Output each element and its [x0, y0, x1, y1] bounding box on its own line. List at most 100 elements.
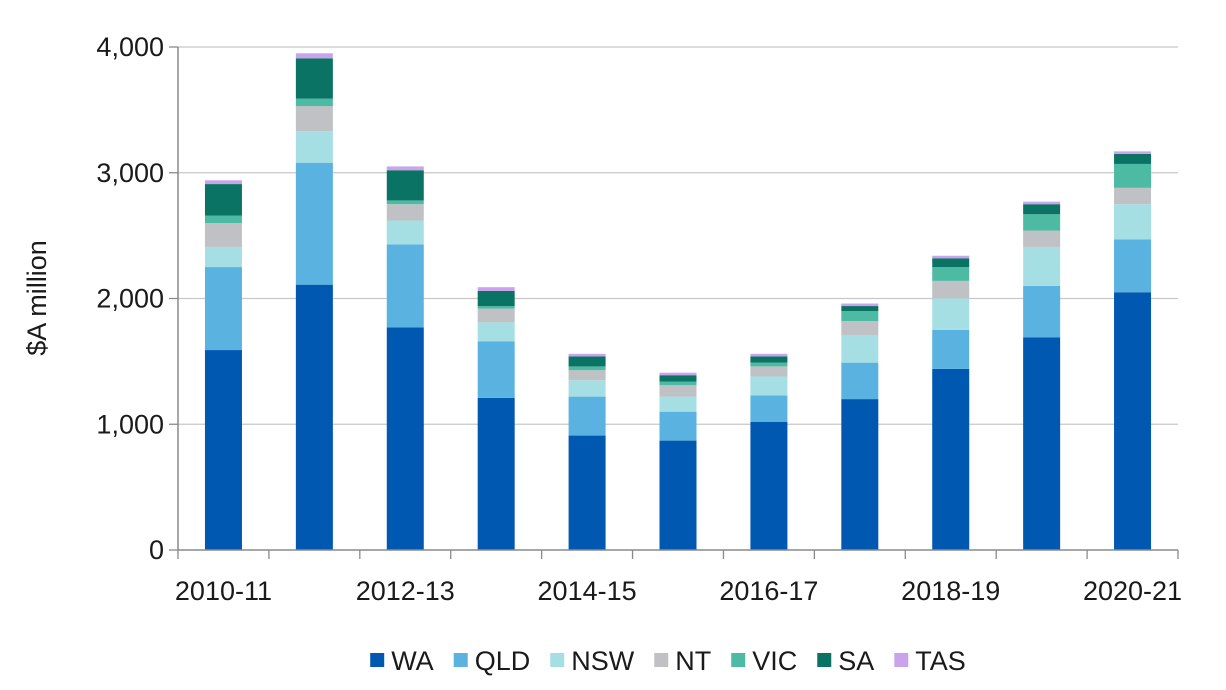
bar-segment-sa [750, 356, 788, 363]
bar-segment-nt [750, 366, 788, 377]
y-tick-label: 3,000 [96, 158, 164, 188]
legend-swatch-tas [894, 653, 909, 667]
legend-label-nt: NT [675, 646, 711, 676]
bar-segment-qld [204, 267, 242, 351]
y-tick-label: 1,000 [96, 409, 164, 439]
bar-segment-vic [386, 200, 424, 205]
y-tick-label: 2,000 [96, 284, 164, 314]
legend-swatch-wa [370, 653, 385, 667]
y-tick-label: 0 [149, 535, 164, 565]
bar-segment-qld [386, 244, 424, 328]
bar-segment-vic [750, 362, 788, 367]
legend-label-wa: WA [391, 646, 434, 676]
bar-segment-nsw [841, 334, 879, 363]
bar-segment-sa [295, 58, 333, 99]
bar-segment-nt [841, 321, 879, 335]
bar-segment-nsw [204, 246, 242, 268]
bar-segment-qld [750, 395, 788, 422]
bar-segment-vic [1114, 163, 1152, 188]
bar-segment-tas [386, 166, 424, 171]
x-tick-label: 2012-13 [356, 576, 455, 606]
x-tick-label: 2020-21 [1083, 576, 1182, 606]
y-tick-label: 4,000 [96, 32, 164, 62]
bar-segment-nt [932, 280, 970, 299]
bar-segment-qld [295, 162, 333, 285]
bar-segment-tas [841, 303, 879, 307]
legend-label-sa: SA [838, 646, 874, 676]
x-tick-label: 2010-11 [175, 576, 272, 606]
legend-label-vic: VIC [752, 646, 797, 676]
legend-label-nsw: NSW [571, 646, 635, 676]
bar-segment-nt [386, 204, 424, 221]
bar-segment-wa [295, 284, 333, 550]
bar-segment-wa [932, 368, 970, 550]
bar-segment-qld [1114, 239, 1152, 293]
bar-segment-nt [659, 385, 697, 397]
bar-segment-sa [477, 290, 515, 307]
bar-segment-vic [841, 311, 879, 322]
bar-segment-nsw [932, 298, 970, 330]
bar-segment-nt [1023, 230, 1061, 247]
bar-segment-vic [568, 366, 606, 371]
bar-segment-tas [204, 180, 242, 185]
bar-segment-nsw [295, 131, 333, 163]
x-tick-label: 2014-15 [538, 576, 637, 606]
x-tick-label: 2018-19 [901, 576, 1000, 606]
bar-segment-tas [568, 353, 606, 357]
bar-segment-nsw [568, 380, 606, 397]
bar-segment-sa [204, 184, 242, 216]
bar-segment-wa [659, 440, 697, 550]
bar-segment-wa [1023, 337, 1061, 550]
legend-swatch-vic [731, 653, 746, 667]
bar-segment-sa [1023, 204, 1061, 215]
bar-segment-tas [295, 53, 333, 59]
bar-segment-wa [204, 350, 242, 550]
bar-segment-sa [932, 258, 970, 268]
bar-segment-wa [841, 399, 879, 550]
bar-segment-nt [1114, 187, 1152, 205]
bar-segment-wa [750, 421, 788, 550]
legend: WA QLD NSW NT VIC SA TAS [370, 646, 966, 676]
bar-segment-nsw [477, 322, 515, 342]
bar-segment-nsw [750, 376, 788, 396]
bar-segment-nsw [659, 396, 697, 412]
bar-segment-qld [932, 329, 970, 369]
legend-label-tas: TAS [915, 646, 966, 676]
bar-segment-sa [659, 375, 697, 382]
legend-label-qld: QLD [475, 646, 531, 676]
bar-segment-tas [1114, 151, 1152, 154]
bar-segment-qld [477, 341, 515, 398]
bar-segment-sa [841, 306, 879, 312]
bar-segment-tas [1023, 201, 1061, 205]
legend-swatch-nt [654, 653, 669, 667]
bar-segment-vic [295, 98, 333, 107]
bar-segment-tas [659, 372, 697, 376]
bar-segment-nt [477, 308, 515, 323]
bar-segment-wa [477, 397, 515, 550]
y-axis-title: $A million [22, 240, 52, 356]
bar-segment-vic [659, 381, 697, 386]
legend-swatch-qld [453, 653, 468, 667]
legend-swatch-sa [817, 653, 832, 667]
bar-segment-sa [568, 356, 606, 367]
bar-segment-nsw [1114, 204, 1152, 240]
bar-segment-sa [1114, 153, 1152, 164]
bar-segment-tas [750, 353, 788, 357]
bar-segment-nsw [386, 220, 424, 245]
bar-segment-qld [841, 362, 879, 400]
bar-segment-vic [204, 215, 242, 224]
bar-segment-vic [932, 267, 970, 281]
bar-segment-nt [204, 223, 242, 247]
bar-segment-wa [386, 327, 424, 550]
bar-segment-vic [477, 306, 515, 309]
legend-swatch-nsw [550, 653, 565, 667]
bar-segment-nsw [1023, 246, 1061, 286]
bar-segment-wa [1114, 292, 1152, 550]
bar-segment-qld [568, 396, 606, 436]
bar-segment-qld [659, 411, 697, 441]
bar-segment-vic [1023, 214, 1061, 231]
bar-segment-tas [477, 287, 515, 291]
bar-segment-tas [932, 255, 970, 259]
bar-segment-nt [295, 106, 333, 132]
